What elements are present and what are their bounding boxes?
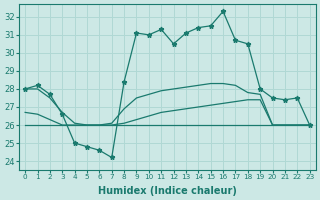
X-axis label: Humidex (Indice chaleur): Humidex (Indice chaleur)	[98, 186, 237, 196]
